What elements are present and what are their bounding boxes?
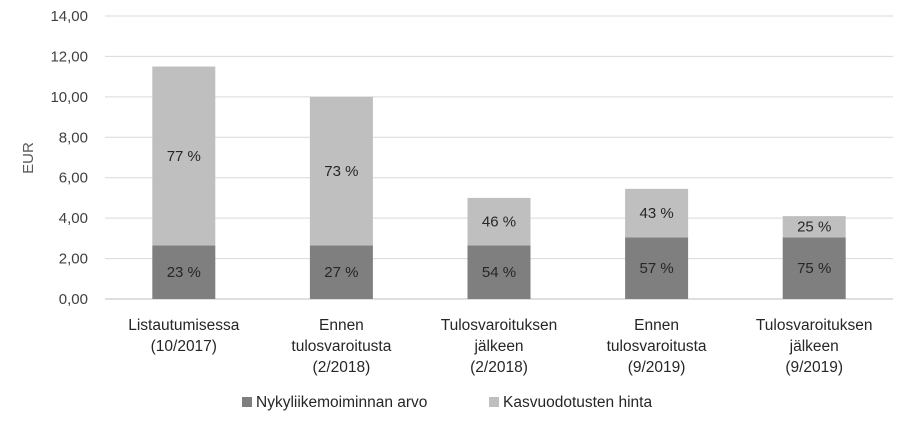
- y-tick-label: 4,00: [59, 210, 88, 227]
- bar-nykyliiketoiminta: [467, 245, 531, 299]
- x-category-label: Ennen: [634, 317, 679, 334]
- x-category-label: jälkeen: [789, 338, 839, 355]
- bar-nykyliiketoiminta: [625, 237, 689, 299]
- bar-kasvuodotukset: [152, 66, 216, 246]
- data-label: 46 %: [482, 214, 516, 231]
- x-category-label: tulosvaroitusta: [291, 338, 391, 355]
- x-category-label: (2/2018): [313, 359, 371, 376]
- data-label: 73 %: [324, 163, 358, 180]
- y-tick-label: 6,00: [59, 170, 88, 187]
- x-category-label: Ennen: [319, 317, 364, 334]
- x-category-label: Tulosvaroituksen: [441, 317, 558, 334]
- y-tick-label: 0,00: [59, 291, 88, 308]
- y-tick-label: 12,00: [50, 48, 88, 65]
- data-label: 77 %: [167, 148, 201, 165]
- y-axis-label: EUR: [20, 142, 37, 174]
- y-tick-label: 10,00: [50, 89, 88, 106]
- x-category-label: (2/2018): [470, 359, 528, 376]
- y-tick-label: 2,00: [59, 251, 88, 268]
- bar-kasvuodotukset: [782, 216, 846, 238]
- y-tick-label: 8,00: [59, 129, 88, 146]
- x-category-label: Tulosvaroituksen: [756, 317, 873, 334]
- x-category-label: tulosvaroitusta: [607, 338, 707, 355]
- x-category-label: Listautumisessa: [128, 317, 240, 334]
- y-tick-label: 14,00: [50, 8, 88, 25]
- data-label: 43 %: [639, 205, 673, 222]
- data-label: 27 %: [324, 264, 358, 281]
- legend-swatch: [242, 397, 252, 407]
- data-label: 75 %: [797, 260, 831, 277]
- data-label: 57 %: [639, 260, 673, 277]
- x-category-label: (9/2019): [785, 359, 843, 376]
- x-category-label: jälkeen: [473, 338, 523, 355]
- bar-nykyliiketoiminta: [309, 245, 373, 299]
- bar-nykyliiketoiminta: [782, 237, 846, 299]
- legend-label: Kasvuodotusten hinta: [503, 394, 652, 411]
- bar-kasvuodotukset: [467, 197, 531, 246]
- legend-label: Nykyliikemoiminnan arvo: [256, 394, 427, 411]
- x-category-label: (9/2019): [628, 359, 686, 376]
- bar-kasvuodotukset: [309, 96, 373, 246]
- data-label: 25 %: [797, 219, 831, 236]
- bar-kasvuodotukset: [625, 188, 689, 238]
- data-label: 54 %: [482, 264, 516, 281]
- data-label: 23 %: [167, 264, 201, 281]
- bar-nykyliiketoiminta: [152, 245, 216, 299]
- legend-swatch: [489, 397, 499, 407]
- x-category-label: (10/2017): [151, 338, 217, 355]
